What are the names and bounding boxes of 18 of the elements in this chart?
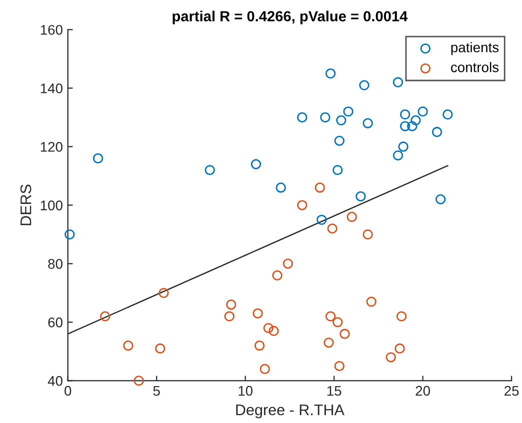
legend-label: controls: [451, 62, 499, 72]
x-tick-label: 10: [238, 386, 253, 396]
y-tick-label: 140: [40, 83, 62, 94]
x-tick-label: 20: [416, 386, 430, 396]
legend-label: patients: [451, 42, 499, 56]
y-axis-title: DERS: [20, 184, 32, 226]
y-tick-label: 60: [48, 318, 62, 328]
x-tick-label: 15: [327, 386, 342, 396]
y-tick-label: 80: [48, 259, 62, 269]
y-tick-label: 100: [40, 200, 62, 210]
chart-title: partial R = 0.4266, pValue = 0.0014: [172, 10, 408, 24]
y-tick-label: 120: [40, 142, 62, 152]
y-tick-label: 40: [48, 376, 62, 386]
x-tick-label: 5: [153, 386, 160, 396]
x-axis-title: Degree - R.THA: [236, 404, 344, 418]
x-tick-label: 0: [64, 386, 72, 396]
x-tick-label: 25: [504, 386, 519, 396]
y-tick-label: 160: [40, 24, 62, 35]
